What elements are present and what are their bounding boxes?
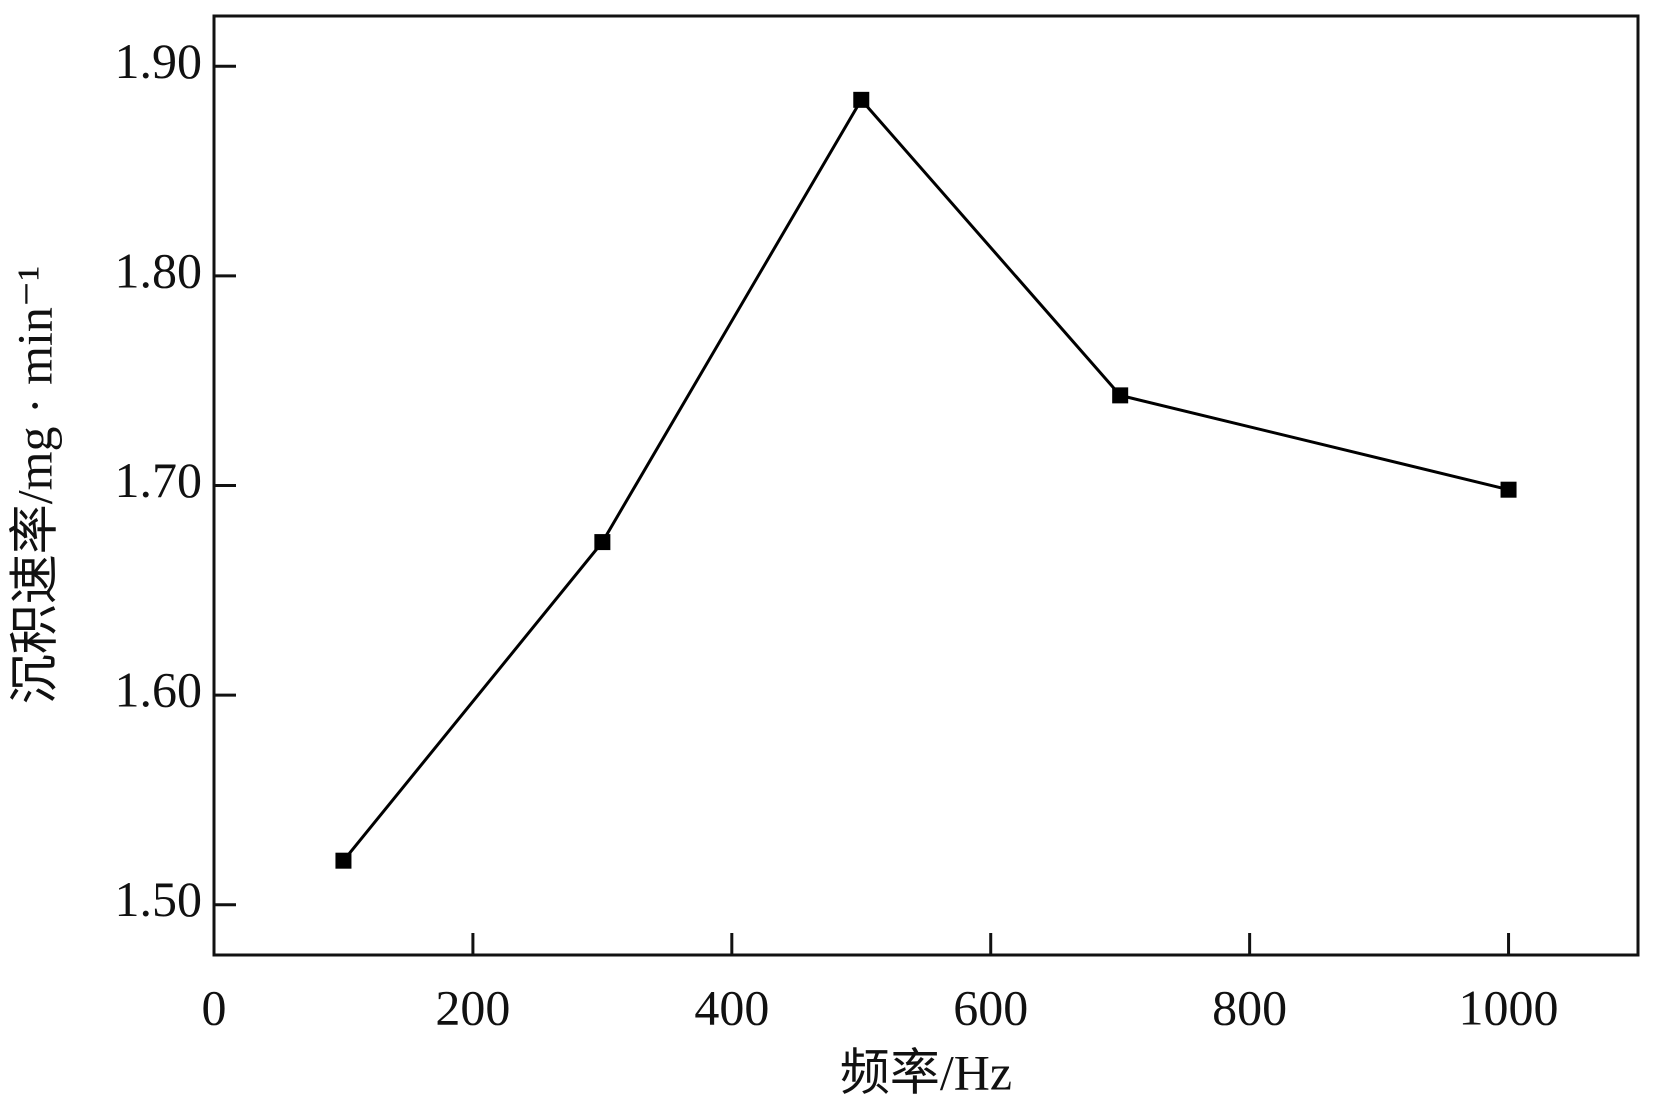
y-tick-label: 1.50: [115, 871, 203, 927]
marker: [853, 91, 870, 108]
line: [342, 97, 1509, 862]
marker: [1112, 387, 1129, 404]
y-tick-label: 1.70: [115, 452, 203, 508]
y-axis-label: 沉积速率/mg · min⁻¹: [6, 266, 62, 705]
marker: [594, 534, 611, 551]
x-tick-label: 600: [953, 979, 1028, 1035]
marker: [335, 852, 352, 869]
x-tick-label: 400: [694, 979, 769, 1035]
x-tick-label: 800: [1212, 979, 1287, 1035]
x-axis-label: 频率/Hz: [840, 1044, 1012, 1100]
x-tick-label: 1000: [1459, 979, 1559, 1035]
x-tick-label: 0: [202, 979, 227, 1035]
y-tick-label: 1.90: [115, 33, 203, 89]
y-tick-label: 1.60: [115, 662, 203, 718]
marker: [1500, 481, 1517, 498]
y-tick-label: 1.80: [115, 242, 203, 298]
x-tick-label: 200: [435, 979, 510, 1035]
plot-frame: [212, 14, 1640, 957]
